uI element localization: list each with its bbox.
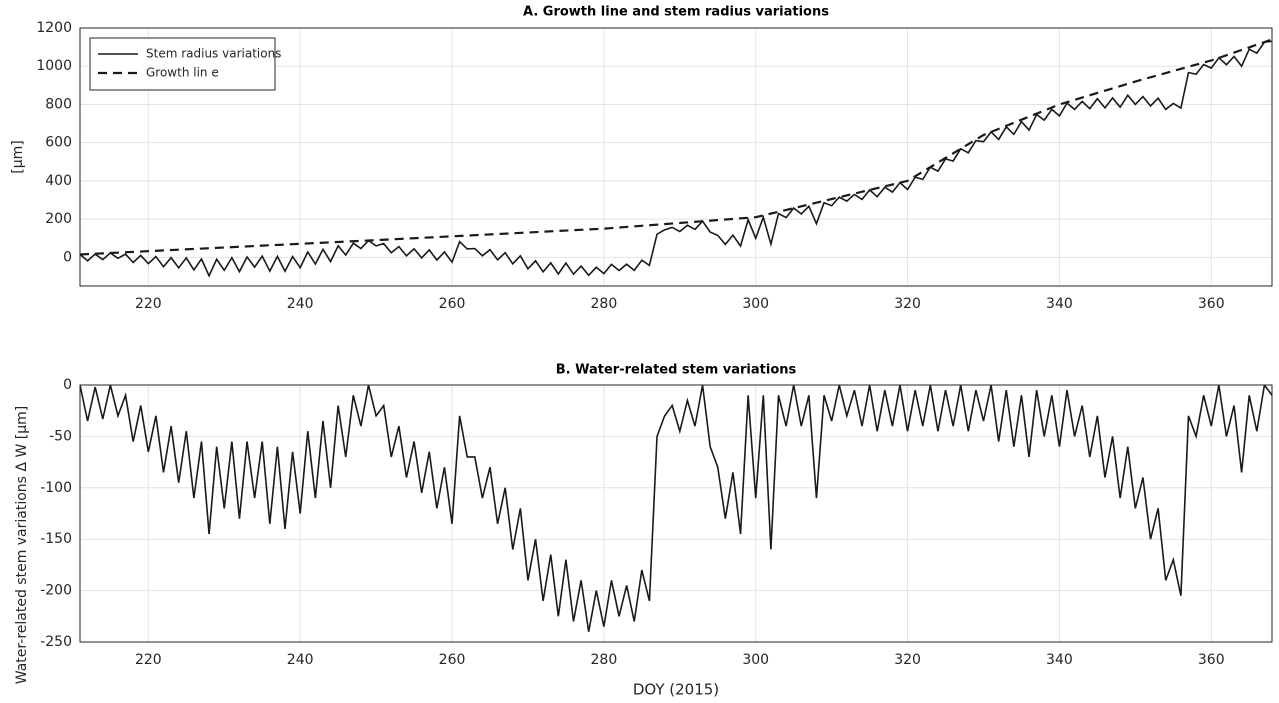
y-tick-label: 1000	[36, 58, 72, 74]
x-tick-label: 260	[439, 296, 466, 312]
x-tick-label: 300	[742, 652, 769, 668]
x-axis-label: DOY (2015)	[633, 681, 719, 699]
chart-title: A. Growth line and stem radius variation…	[523, 5, 829, 20]
y-tick-label: -100	[40, 480, 72, 496]
y-tick-label: 1200	[36, 20, 72, 36]
x-tick-label: 280	[591, 652, 618, 668]
data-line	[80, 385, 1272, 632]
subplot: 220 240 260 280 300 320 340 360 -250 -200 -150 -100…	[14, 363, 1273, 699]
x-tick-label: 220	[135, 652, 162, 668]
y-tick-label: 800	[45, 96, 72, 112]
x-tick-label: 360	[1198, 652, 1225, 668]
y-tick-label: -150	[40, 531, 72, 547]
x-tick-label: 300	[742, 296, 769, 312]
y-axis-label: [µm]	[10, 140, 26, 173]
axes-box	[79, 27, 1273, 287]
y-axis-label: Water-related stem variations Δ W [µm]	[14, 406, 30, 684]
x-tick-label: 360	[1198, 296, 1225, 312]
y-tick-label: -200	[40, 583, 72, 599]
legend-box	[89, 37, 276, 91]
y-tick-label: 0	[63, 377, 72, 393]
y-tick-label: -50	[49, 428, 72, 444]
y-tick-label: 400	[45, 173, 72, 189]
x-tick-label: 220	[135, 296, 162, 312]
y-tick-label: 0	[63, 249, 72, 265]
y-tick-label: 600	[45, 135, 72, 151]
x-tick-label: 280	[591, 296, 618, 312]
data-line	[80, 40, 1272, 278]
x-tick-label: 340	[1046, 296, 1073, 312]
axes-box	[79, 384, 1273, 643]
data-line	[80, 38, 1272, 256]
x-tick-label: 320	[894, 296, 921, 312]
x-tick-label: 320	[894, 652, 921, 668]
plot-area	[80, 385, 1272, 642]
y-tick-label: -250	[40, 634, 72, 650]
x-tick-label: 240	[287, 296, 314, 312]
legend-label: Growth lin e	[146, 66, 219, 80]
subplot: 220 240 260 280 300 320 340 360 0 200 400 600 800 100…	[10, 5, 1273, 312]
plot-area	[80, 28, 1272, 286]
x-tick-label: 240	[287, 652, 314, 668]
x-tick-label: 340	[1046, 652, 1073, 668]
y-tick-label: 200	[45, 211, 72, 227]
chart-title: B. Water-related stem variations	[556, 363, 797, 378]
x-tick-label: 260	[439, 652, 466, 668]
legend-label: Stem radius variations	[146, 47, 281, 61]
